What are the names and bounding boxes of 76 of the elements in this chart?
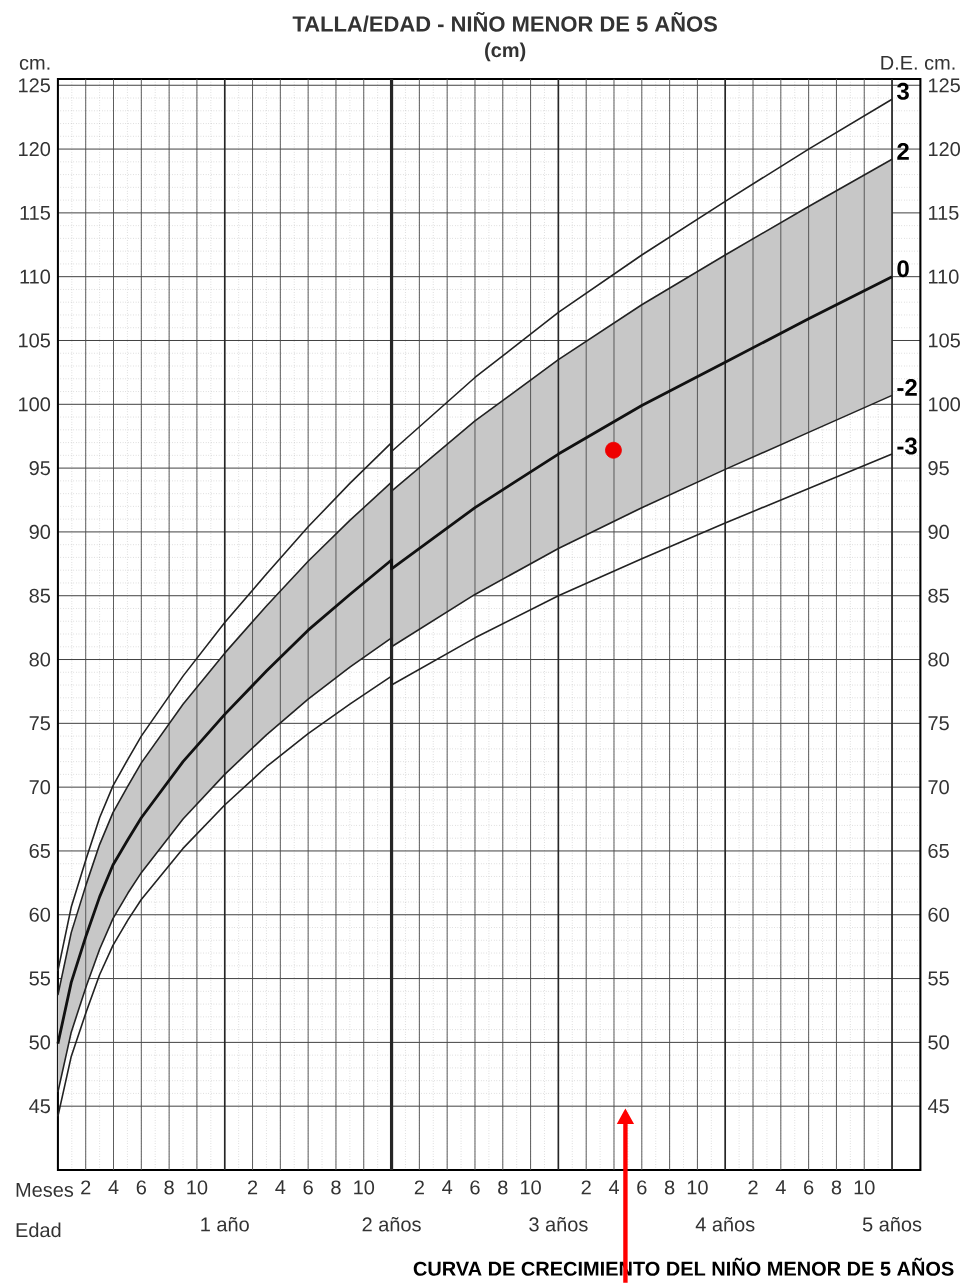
series-label: 2 bbox=[897, 142, 909, 160]
y-tick-label: 55 bbox=[29, 971, 50, 986]
x-tick-label: 2 años bbox=[362, 1216, 421, 1232]
y2-tick-label: 70 bbox=[928, 780, 949, 795]
y-tick-label: 95 bbox=[29, 461, 50, 476]
series-label: 0 bbox=[897, 260, 909, 278]
y2-tick-label: 90 bbox=[928, 524, 949, 539]
text: 6 bbox=[303, 1180, 313, 1195]
text: 6 bbox=[470, 1180, 480, 1195]
y2-tick-label: 115 bbox=[928, 205, 959, 220]
y-tick-label: 100 bbox=[18, 397, 50, 412]
y-tick-label: 70 bbox=[29, 780, 50, 795]
series-label: -2 bbox=[897, 379, 917, 396]
text: 6 bbox=[637, 1180, 647, 1195]
y2-tick-label: 75 bbox=[928, 716, 949, 731]
text: 8 bbox=[664, 1180, 675, 1195]
text: 4 bbox=[275, 1180, 286, 1195]
y-tick-label: 90 bbox=[29, 524, 50, 539]
y-axis-title: cm. bbox=[19, 58, 50, 70]
text: 2 bbox=[80, 1180, 91, 1195]
text: 8 bbox=[164, 1180, 174, 1195]
y-tick-label: 60 bbox=[29, 907, 50, 922]
y2-tick-label: 100 bbox=[928, 397, 960, 412]
y-tick-label: 45 bbox=[28, 1099, 50, 1114]
y-tick-label: 50 bbox=[29, 1035, 50, 1050]
text: 8 bbox=[497, 1180, 508, 1195]
text: Meses bbox=[16, 1182, 73, 1197]
text: 2 bbox=[414, 1180, 424, 1195]
y-tick-label: 105 bbox=[18, 333, 50, 348]
x-tick-label: 1 año bbox=[201, 1216, 249, 1232]
y2-tick-label: 125 bbox=[928, 78, 960, 93]
text: 2 bbox=[247, 1180, 257, 1195]
text: 8 bbox=[331, 1180, 341, 1195]
x-tick-label: 3 años bbox=[528, 1216, 588, 1232]
y2-tick-label: 120 bbox=[928, 142, 960, 157]
text: 8 bbox=[831, 1180, 841, 1195]
y2-tick-label: 55 bbox=[928, 971, 949, 986]
y-tick-label: 85 bbox=[29, 588, 50, 603]
text: Edad bbox=[16, 1222, 61, 1238]
text: 2 bbox=[581, 1180, 591, 1195]
y-tick-label: 80 bbox=[29, 652, 50, 667]
text: 6 bbox=[803, 1180, 814, 1195]
text: 4 bbox=[775, 1180, 786, 1195]
y2-tick-label: 80 bbox=[928, 652, 949, 667]
text: 4 bbox=[108, 1180, 119, 1195]
y-tick-label: 120 bbox=[18, 142, 50, 157]
x-tick-label: 5 años bbox=[862, 1216, 922, 1232]
series-label: 3 bbox=[896, 82, 909, 100]
y2-tick-label: 65 bbox=[928, 843, 949, 859]
y-tick-label: 75 bbox=[29, 716, 50, 731]
y-tick-label: 125 bbox=[18, 78, 50, 93]
y2-tick-label: 95 bbox=[928, 461, 949, 476]
text: 4 bbox=[441, 1180, 452, 1195]
text: 10 bbox=[353, 1180, 374, 1195]
y-tick-label: 110 bbox=[20, 269, 50, 284]
text: 10 bbox=[854, 1180, 875, 1195]
y2-tick-label: 45 bbox=[927, 1099, 949, 1114]
text: 10 bbox=[520, 1180, 541, 1195]
y2-tick-label: 110 bbox=[928, 269, 959, 284]
series-label: -3 bbox=[897, 437, 917, 455]
text: 4 bbox=[608, 1180, 619, 1195]
y2-tick-label: 50 bbox=[928, 1035, 949, 1050]
text: 10 bbox=[687, 1180, 708, 1195]
text: 10 bbox=[187, 1180, 208, 1195]
chart-title: TALLA/EDAD - NIÑO MENOR DE 5 AÑOS bbox=[292, 11, 717, 32]
y2-axis-title: D.E. cm. bbox=[881, 55, 955, 70]
y2-tick-label: 60 bbox=[928, 907, 949, 922]
x-tick-label: 4 años bbox=[695, 1216, 755, 1232]
y2-tick-label: 85 bbox=[928, 588, 949, 603]
y-tick-label: 65 bbox=[29, 843, 50, 859]
text: 2 bbox=[748, 1180, 758, 1195]
y2-tick-label: 105 bbox=[928, 333, 960, 348]
y-tick-label: 115 bbox=[20, 205, 50, 220]
line-series bbox=[56, 275, 894, 1046]
chart-subtitle: (cm) bbox=[484, 42, 526, 62]
text: 6 bbox=[136, 1180, 146, 1195]
